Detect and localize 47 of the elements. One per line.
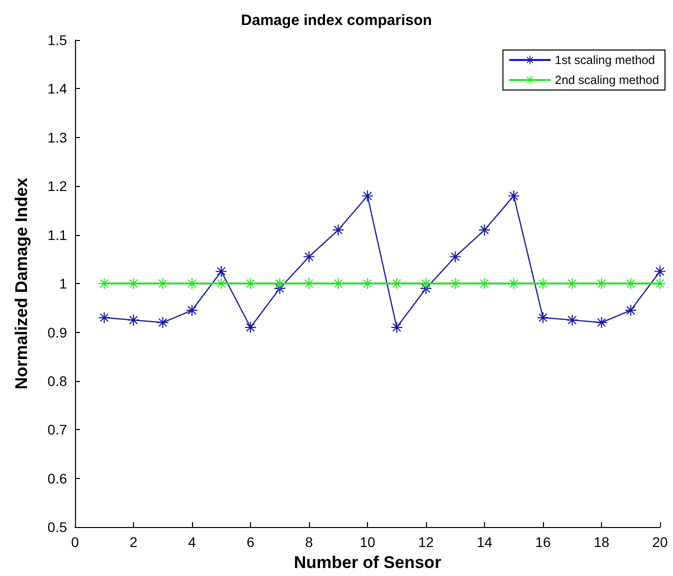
x-tick-label: 12 [418,534,434,550]
point [332,224,344,236]
point [216,278,227,290]
y-axis-title: Normalized Damage Index [12,177,31,390]
x-tick-label: 16 [535,534,551,550]
point [391,278,402,290]
y-tick-label: 0.7 [48,422,68,438]
point [304,251,314,262]
point [450,251,461,262]
point [98,278,110,290]
y-tick-label: 0.6 [48,470,68,486]
point [157,278,168,290]
point [566,278,578,290]
x-tick-label: 2 [130,534,138,550]
point [157,317,168,328]
legend-label: 1st scaling method [554,53,655,67]
chart-title: Damage index comparison [241,12,432,29]
y-tick-label: 1.4 [48,80,68,97]
y-tick-label: 1.2 [48,178,68,194]
x-tick-label: 6 [246,534,255,550]
point [625,304,636,316]
y-tick-label: 1 [59,276,68,292]
point [332,278,344,290]
point [508,190,520,202]
x-tick-label: 20 [652,534,668,550]
point [566,314,578,326]
point [450,278,461,290]
point [216,266,227,277]
x-tick-label: 10 [360,534,376,550]
y-tick-label: 0.8 [48,372,68,389]
point [391,322,402,333]
legend-label: 2nd scaling method [554,73,660,87]
point [274,278,286,290]
y-tick-label: 1.1 [48,226,68,243]
x-tick-label: 0 [71,534,80,550]
y-tick-label: 1.3 [48,129,68,146]
x-tick-label: 14 [476,534,492,550]
point [625,278,636,290]
x-tick-label: 18 [594,534,610,550]
point [98,312,110,324]
point [508,278,520,290]
x-axis-title: Number of Sensor [294,553,442,572]
y-tick-label: 0.9 [48,324,68,340]
x-tick-label: 4 [188,534,196,550]
y-tick-label: 1.5 [48,32,68,48]
y-tick-label: 0.5 [48,519,68,536]
x-tick-label: 8 [305,534,314,550]
